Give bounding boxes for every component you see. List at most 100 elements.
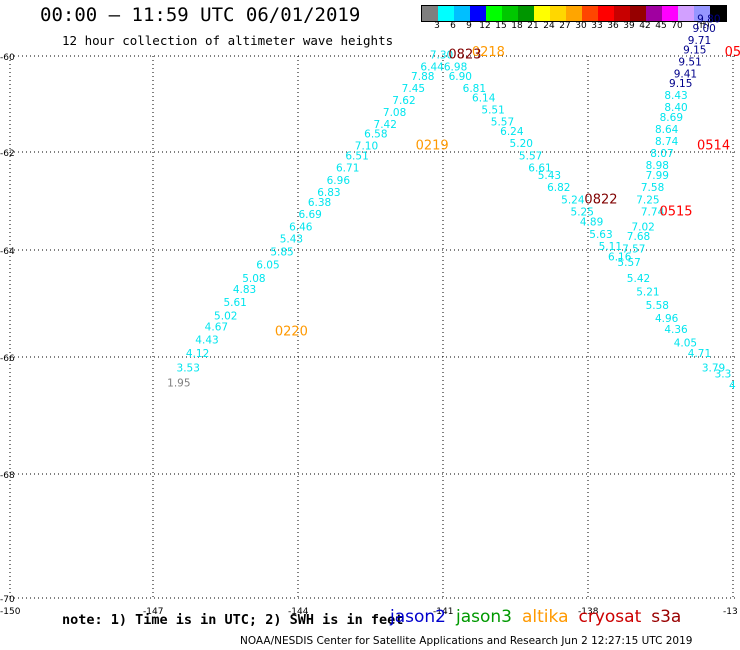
wave-height-point: 6.46 bbox=[289, 221, 313, 233]
color-swatch bbox=[470, 6, 486, 21]
wave-height-point: 7.10 bbox=[355, 141, 378, 153]
wave-height-point: 5.02 bbox=[214, 311, 237, 323]
color-scale-label: 27 bbox=[559, 21, 571, 31]
satellite-legend-item: altika bbox=[522, 607, 569, 627]
wave-height-point: 6.58 bbox=[364, 129, 387, 141]
wave-height-point: 7.58 bbox=[641, 182, 664, 194]
wave-height-point: 8.43 bbox=[664, 90, 687, 102]
color-scale-label: 12 bbox=[479, 21, 491, 31]
lon-tick-label: -141 bbox=[433, 607, 453, 617]
wave-height-point: 8.64 bbox=[655, 124, 679, 136]
wave-height-point: 4.12 bbox=[186, 348, 209, 360]
wave-height-point: 5.21 bbox=[636, 286, 659, 298]
wave-height-point: 4 bbox=[729, 380, 736, 392]
pass-time-label: 0822 bbox=[584, 192, 617, 207]
lon-tick-label: -147 bbox=[143, 607, 163, 617]
wave-height-point: 5.20 bbox=[510, 138, 533, 150]
wave-height-point: 5.85 bbox=[270, 246, 293, 258]
satellite-legend: jason2 jason3 altika cryosat s3a bbox=[390, 607, 691, 627]
color-scale-label: 21 bbox=[527, 21, 539, 31]
wave-height-point: 6.51 bbox=[345, 150, 368, 162]
wave-height-point: 6.16 bbox=[608, 252, 632, 264]
wave-height-point: 4.96 bbox=[655, 313, 679, 325]
pass-time-label: 0823 bbox=[448, 47, 481, 62]
lon-tick-label: -13 bbox=[723, 607, 738, 617]
wave-height-point: 6.05 bbox=[256, 260, 279, 272]
wave-height-point: 5.63 bbox=[589, 229, 612, 241]
pass-time-label: 0515 bbox=[659, 205, 692, 220]
footnote: note: 1) Time is in UTC; 2) SWH is in fe… bbox=[62, 612, 404, 628]
color-swatch bbox=[694, 6, 710, 21]
color-scale-label: (ft) bbox=[696, 21, 710, 31]
wave-height-point: 6.81 bbox=[463, 83, 486, 95]
wave-height-point: 9.41 bbox=[674, 69, 697, 81]
wave-height-point: 6.69 bbox=[298, 209, 321, 221]
color-scale-label: 45 bbox=[655, 21, 667, 31]
wave-height-point: 5.58 bbox=[646, 300, 669, 312]
wave-height-point: 4.05 bbox=[674, 337, 697, 349]
wave-height-point: 6.83 bbox=[317, 187, 340, 199]
wave-height-point: 7.99 bbox=[646, 170, 669, 182]
color-swatch bbox=[598, 6, 614, 21]
wave-height-point: 9.80 bbox=[697, 13, 720, 25]
color-swatch bbox=[438, 6, 454, 21]
color-swatch bbox=[630, 6, 646, 21]
wave-height-point: 6.90 bbox=[449, 71, 472, 83]
color-swatch bbox=[454, 6, 470, 21]
pass-time-label: 0218 bbox=[472, 45, 505, 60]
wave-height-point: 7.25 bbox=[636, 194, 659, 206]
color-scale-label: 9 bbox=[466, 21, 472, 31]
satellite-legend-item: cryosat bbox=[578, 607, 642, 627]
wave-height-point: 6.96 bbox=[327, 175, 351, 187]
page-subtitle: 12 hour collection of altimeter wave hei… bbox=[62, 33, 394, 48]
wave-height-point: 5.57 bbox=[617, 257, 640, 269]
wave-height-point: 4.89 bbox=[580, 217, 603, 229]
satellite-legend-item: s3a bbox=[651, 607, 682, 627]
wave-height-point: 5.08 bbox=[242, 273, 265, 285]
color-scale-label: 39 bbox=[623, 21, 635, 31]
color-scale-labels: 3 6 9 12 15 18 21 24 27 30 33 36 39 42 45 70 (ft) bbox=[421, 21, 731, 33]
wave-height-point: 9.15 bbox=[683, 45, 706, 57]
color-swatch bbox=[678, 6, 694, 21]
wave-height-point: 4.71 bbox=[688, 348, 711, 360]
page-title: 00:00 – 11:59 UTC 06/01/2019 bbox=[40, 4, 361, 26]
pass-time-label: 0514 bbox=[697, 139, 730, 154]
wave-height-point: 8.07 bbox=[650, 148, 673, 160]
color-scale-label: 3 bbox=[434, 21, 440, 31]
wave-height-point: 8.40 bbox=[664, 102, 687, 114]
wave-height-point: 3.53 bbox=[177, 363, 200, 375]
wave-height-point: 6.61 bbox=[528, 163, 551, 175]
wave-height-point: 7.45 bbox=[402, 83, 425, 95]
color-scale-label: 18 bbox=[511, 21, 523, 31]
lat-tick-label: -68 bbox=[0, 471, 15, 481]
wave-height-point: 7.74 bbox=[641, 207, 665, 219]
wave-height-point: 7.08 bbox=[383, 107, 406, 119]
wave-height-point: 9.51 bbox=[678, 57, 701, 69]
color-swatch bbox=[614, 6, 630, 21]
wave-height-point: 3.79 bbox=[702, 363, 725, 375]
lon-tick-label: -138 bbox=[578, 607, 599, 617]
credit-line: NOAA/NESDIS Center for Satellite Applica… bbox=[240, 635, 693, 647]
wave-height-point: 9.71 bbox=[688, 35, 711, 47]
wave-height-point: 5.57 bbox=[519, 150, 542, 162]
wave-height-point: 5.43 bbox=[538, 170, 561, 182]
wave-height-point: 6.14 bbox=[472, 93, 496, 105]
lat-tick-label: -66 bbox=[0, 354, 15, 364]
lat-tick-label: -70 bbox=[0, 595, 15, 605]
wave-height-point: 8.69 bbox=[660, 112, 683, 124]
wave-height-point: 6.71 bbox=[336, 163, 359, 175]
wave-height-point: 7.62 bbox=[392, 95, 415, 107]
lon-tick-label: -144 bbox=[288, 607, 309, 617]
wave-height-point: 6.82 bbox=[547, 182, 570, 194]
color-swatch bbox=[582, 6, 598, 21]
color-swatch bbox=[486, 6, 502, 21]
lat-tick-label: -62 bbox=[0, 149, 15, 159]
wave-height-point: 8.98 bbox=[646, 160, 669, 172]
color-swatch bbox=[422, 6, 438, 21]
color-scale-label: 6 bbox=[450, 21, 456, 31]
wave-height-point: 6.38 bbox=[308, 197, 331, 209]
wave-height-point: 5.42 bbox=[627, 273, 650, 285]
wave-height-point: 5.24 bbox=[561, 194, 585, 206]
color-scale-label: 42 bbox=[639, 21, 651, 31]
